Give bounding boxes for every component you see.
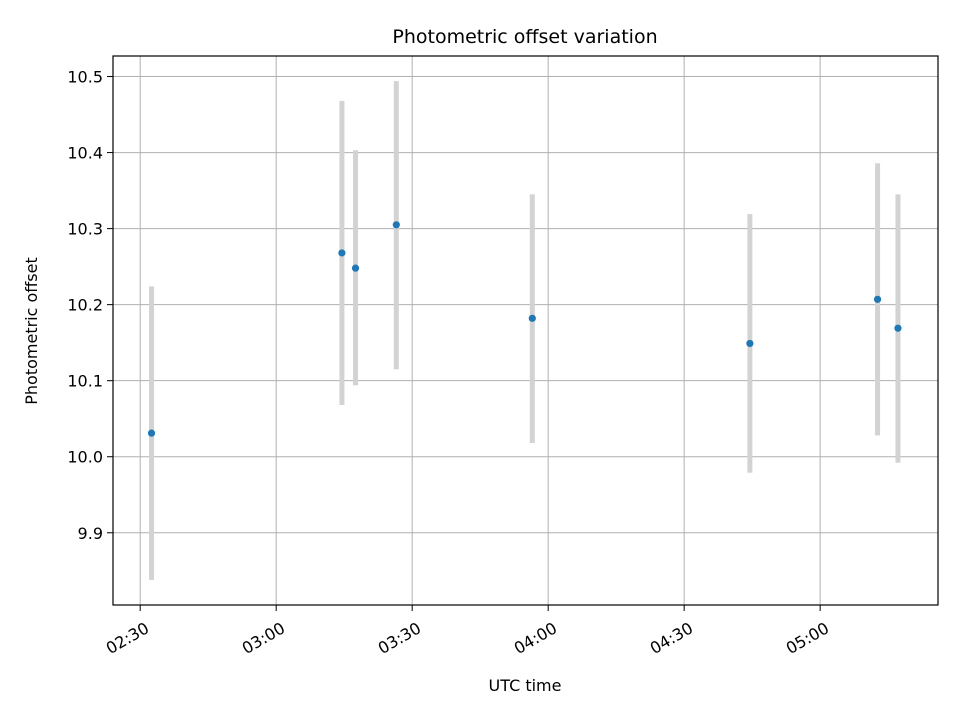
- y-tick-label: 10.0: [67, 448, 103, 467]
- x-axis-label: UTC time: [489, 676, 562, 695]
- y-axis-ticks: 9.9 10.0 10.1 10.2 10.3 10.4 10.5: [67, 68, 113, 543]
- data-point: [894, 324, 902, 332]
- y-tick-label: 10.3: [67, 220, 103, 239]
- data-points: [147, 221, 902, 437]
- plot-area-frame: [112, 55, 939, 606]
- y-axis-label: Photometric offset: [22, 257, 41, 405]
- y-tick-label: 10.5: [67, 68, 103, 87]
- y-tick-label: 9.9: [78, 524, 103, 543]
- y-tick-label: 10.4: [67, 144, 103, 163]
- data-point: [873, 295, 882, 303]
- y-tick-label: 10.2: [67, 296, 103, 315]
- grid: [113, 56, 938, 605]
- data-point: [147, 429, 156, 437]
- data-point: [338, 249, 346, 257]
- data-point: [392, 221, 400, 229]
- data-point: [528, 314, 536, 322]
- data-point: [746, 339, 754, 348]
- data-point: [351, 264, 360, 272]
- chart-title: Photometric offset variation: [392, 26, 657, 48]
- y-tick-label: 10.1: [67, 372, 103, 391]
